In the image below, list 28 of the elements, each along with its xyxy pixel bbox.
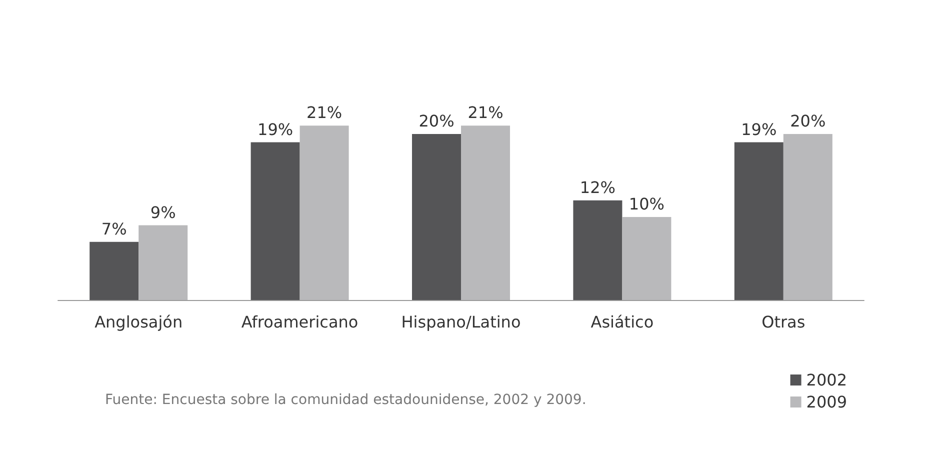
data-label: 20% [418,111,454,130]
bar [412,134,461,300]
data-label: 20% [790,111,826,130]
data-label: 10% [628,194,664,214]
data-label: 21% [306,103,342,122]
bar [622,216,672,300]
data-label: 19% [741,120,777,139]
source-note: Fuente: Encuesta sobre la comunidad estadounidense, 2002 y 2009. [105,392,586,408]
x-tick-label: Hispano/Latino [401,312,521,332]
bar [461,126,510,300]
bar [783,134,832,300]
x-tick-label: Asiático [590,312,654,332]
legend-label: 2009 [806,392,847,412]
bar [573,200,622,300]
x-tick-label: Otras [762,312,806,332]
bar [90,242,139,300]
data-label: 9% [150,202,176,222]
data-label: 19% [258,120,294,139]
bar [250,142,300,300]
x-tick-label: Anglosajón [94,312,183,332]
bar [300,126,349,300]
data-label: 21% [468,103,504,122]
x-tick-label: Afroamericano [241,312,358,332]
legend-label: 2002 [806,370,847,390]
bar [138,225,188,300]
bar [734,142,784,300]
data-label: 12% [580,178,616,197]
data-label: 7% [101,219,127,238]
